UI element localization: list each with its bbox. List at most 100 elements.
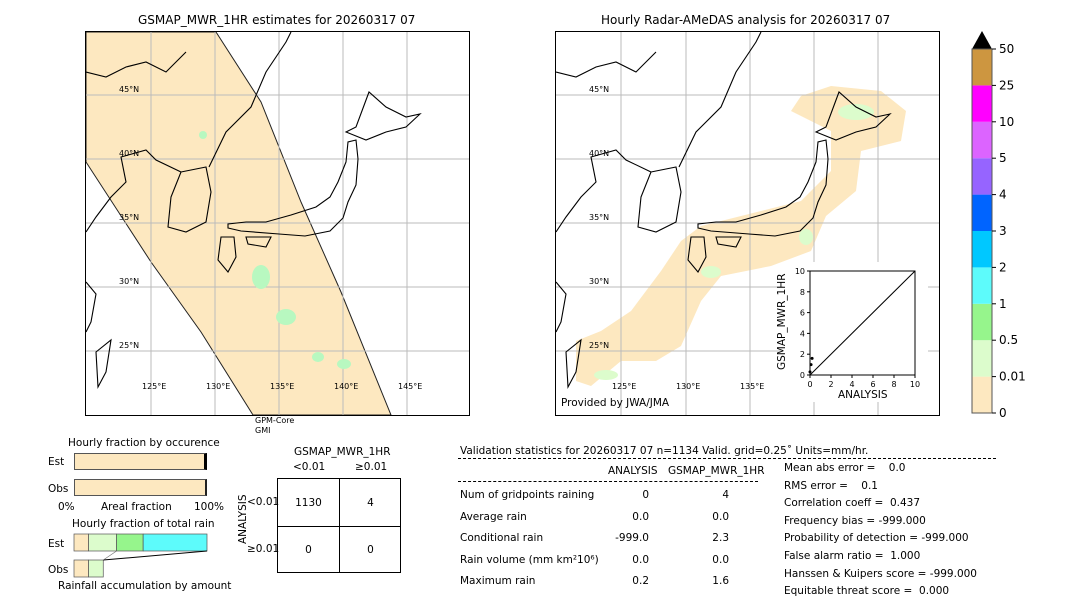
divider [458, 481, 758, 482]
light-rain-patches [594, 104, 874, 380]
cell: 1130 [295, 497, 322, 509]
stat-analysis: 0.0 [632, 510, 649, 523]
colorbar-tick-label: 5 [999, 151, 1007, 165]
left-map [85, 31, 470, 416]
lat-label: 30°N [119, 277, 140, 286]
y-tick-label: 6 [800, 309, 805, 318]
cell: 0 [305, 544, 312, 556]
obs-occurrence-bar [74, 479, 207, 496]
xtick-0: 0% [58, 501, 75, 513]
stat-gsmap: 0.0 [712, 553, 729, 566]
x-tick-label: 8 [891, 380, 896, 389]
coastlines [86, 32, 422, 389]
stats-col2: GSMAP_MWR_1HR [668, 465, 765, 477]
x-tick-label: 0 [807, 380, 812, 389]
scatter-point [808, 370, 812, 374]
colorbar-tick-label: 2 [999, 260, 1007, 274]
colorbar-segment [972, 194, 992, 231]
colorbar-segment [972, 49, 992, 86]
scatter-xlabel: ANALYSIS [838, 389, 888, 401]
left-map-title: GSMAP_MWR_1HR estimates for 20260317 07 [138, 13, 416, 27]
lat-label: 30°N [589, 277, 610, 286]
y-tick-label: 10 [795, 267, 805, 276]
stat-label: Conditional rain [460, 532, 544, 544]
stat-gsmap: 4 [722, 489, 729, 501]
colorbar-tick-label: 4 [999, 188, 1007, 202]
stat-label: Rain volume (mm km²10⁶) [460, 553, 599, 566]
lat-label: 45°N [119, 85, 140, 94]
est-label-2: Est [48, 538, 65, 550]
right-map [555, 31, 940, 416]
right-map-canvas [556, 32, 939, 415]
y-tick-label: 8 [800, 288, 805, 297]
colorbar-tick-label: 1 [999, 297, 1007, 311]
score: RMS error = 0.1 [784, 479, 878, 492]
rain-fraction-bars [73, 533, 208, 578]
stat-gsmap: 2.3 [712, 532, 729, 544]
stat-gsmap: 0.0 [712, 510, 729, 523]
stat-analysis: -999.0 [615, 532, 649, 544]
connector-line [103, 550, 117, 561]
score: Frequency bias = -999.000 [784, 514, 926, 527]
stat-gsmap: 1.6 [712, 575, 729, 587]
lat-label: 45°N [589, 85, 610, 94]
sensor-label: GMI [255, 426, 271, 435]
lon-label: 135°E [740, 382, 765, 391]
score: Mean abs error = 0.0 [784, 462, 906, 474]
score: False alarm ratio = 1.000 [784, 550, 921, 562]
contingency-table: 1130 4 0 0 [277, 478, 401, 573]
colorbar-segment [972, 231, 992, 268]
colorbar-segment [972, 85, 992, 122]
rain-patches [199, 131, 351, 369]
connector-line [103, 550, 208, 561]
credit-label: Provided by JWA/JMA [561, 397, 670, 409]
scatter-plot: 00 2 2 4 4 6 6 8 8 10 10 [795, 267, 920, 389]
contingency-title: GSMAP_MWR_1HR [294, 446, 391, 458]
xtick-100: 100% [194, 501, 225, 513]
stat-label: Maximum rain [460, 575, 536, 587]
est-label: Est [48, 456, 65, 468]
y-tick-label: 2 [800, 350, 805, 359]
rain-segment [73, 533, 89, 552]
score: Hanssen & Kuipers score = -999.000 [784, 567, 977, 580]
lon-label: 140°E [334, 382, 359, 391]
lat-label: 25°N [589, 341, 610, 350]
lat-label: 40°N [589, 149, 610, 158]
lon-label: 145°E [398, 382, 423, 391]
y-tick-label: 4 [800, 329, 805, 338]
lon-label: 135°E [270, 382, 295, 391]
one-to-one-line [809, 270, 916, 376]
colorbar-tick-label: 10 [999, 115, 1014, 129]
x-tick-label: 2 [828, 380, 833, 389]
est-occurrence-bar [74, 453, 207, 470]
y-tick-label: 0 [800, 371, 805, 380]
row-label: <0.01 [247, 496, 280, 508]
stat-label: Num of gridpoints raining [460, 489, 595, 501]
lat-label: 35°N [589, 213, 610, 222]
col-label: ≥0.01 [355, 461, 388, 473]
stats-col1: ANALYSIS [608, 465, 658, 477]
colorbar-tick-label: 0 [999, 406, 1007, 418]
stat-analysis: 0 [642, 489, 649, 501]
colorbar-tick-label: 50 [999, 42, 1014, 56]
lon-label: 130°E [206, 382, 231, 391]
gridlines [86, 32, 469, 415]
scatter-point [809, 363, 813, 367]
satellite-label: GPM-Core [255, 416, 295, 425]
lat-label: 25°N [119, 341, 140, 350]
x-tick-label: 4 [849, 380, 854, 389]
colorbar-segment [972, 376, 992, 413]
colorbar-segment [972, 340, 992, 377]
stat-analysis: 0.0 [632, 553, 649, 566]
divider [458, 458, 996, 459]
radar-coverage [576, 86, 906, 386]
lat-label: 35°N [119, 213, 140, 222]
colorbar-tick-label: 0.01 [999, 370, 1025, 384]
x-tick-label: 6 [870, 380, 875, 389]
rain-segment [142, 533, 208, 552]
lon-label: 130°E [676, 382, 701, 391]
colorbar-segment [972, 121, 992, 159]
lon-label: 125°E [612, 382, 637, 391]
scatter-point [810, 356, 814, 360]
left-map-canvas [86, 32, 469, 415]
